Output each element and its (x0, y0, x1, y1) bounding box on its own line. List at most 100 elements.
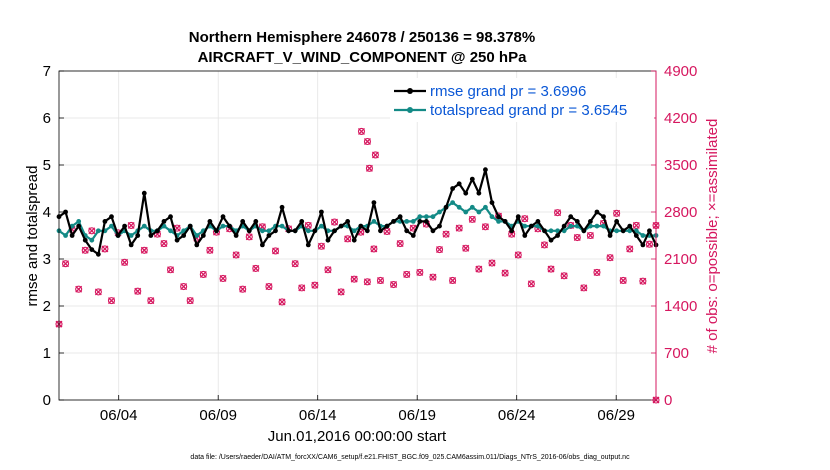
obs-possible-point (94, 288, 102, 296)
rmse-point (574, 219, 580, 224)
rmse-point (246, 228, 252, 234)
y-right-tick-label: 4200 (664, 110, 697, 127)
legend-box (390, 78, 654, 122)
obs-assimilated-point (429, 273, 437, 281)
chart-title: Northern Hemisphere 246078 / 250136 = 98… (189, 29, 535, 46)
rmse-point (364, 228, 370, 234)
y-left-tick-label: 4 (43, 204, 51, 221)
obs-possible-point (219, 274, 227, 283)
obs-possible-point (121, 258, 129, 266)
obs-assimilated-stroke (108, 297, 115, 305)
totalspread-point (128, 233, 134, 238)
obs-possible-point (468, 215, 476, 223)
y-left-axis-ticks: 0 1 2 3 4 5 6 7 (43, 63, 64, 409)
obs-assimilated-point (560, 272, 568, 280)
obs-possible-point (376, 276, 385, 285)
obs-assimilated-point (186, 297, 194, 305)
y-left-tick-label: 2 (43, 298, 51, 315)
obs-assimilated-stroke (377, 277, 384, 284)
obs-assimilated-point (606, 254, 614, 262)
obs-assimilated-stroke (527, 280, 535, 288)
rmse-point (338, 223, 344, 229)
rmse-point (286, 228, 292, 234)
obs-assimilated-point (580, 284, 588, 292)
obs-assimilated-point (278, 298, 286, 306)
rmse-point (214, 228, 219, 234)
totalspread-point (450, 200, 456, 206)
obs-assimilated-point (554, 209, 562, 217)
obs-possible-point (363, 137, 372, 146)
obs-assimilated-stroke (140, 246, 148, 254)
rmse-point (95, 251, 101, 257)
rmse-point (528, 223, 534, 229)
obs-assimilated-point (436, 246, 443, 254)
obs-assimilated-point (363, 138, 371, 145)
rmse-point (423, 219, 429, 224)
obs-assimilated-point (468, 215, 476, 223)
obs-possible-point (540, 241, 549, 249)
rmse-point (312, 228, 318, 234)
totalspread-point (437, 209, 442, 215)
obs-assimilated-point (632, 221, 640, 229)
x-axis-ticks: 06/04 06/09 06/14 06/19 06/24 06/29 (100, 395, 635, 424)
totalspread-point (594, 223, 600, 229)
totalspread-point (469, 204, 475, 210)
rmse-point (391, 219, 396, 224)
obs-assimilated-stroke (396, 240, 404, 248)
obs-assimilated-stroke (94, 288, 102, 296)
obs-possible-point (239, 285, 247, 293)
obs-possible-point (344, 235, 352, 243)
obs-possible-point (127, 221, 135, 229)
y-left-tick-label: 6 (43, 110, 51, 127)
obs-assimilated-stroke (442, 230, 450, 238)
rmse-point (404, 228, 410, 234)
obs-possible-point (475, 265, 483, 273)
x-tick-label: 06/24 (498, 407, 536, 424)
obs-possible-point (416, 268, 424, 276)
obs-assimilated-stroke (298, 284, 306, 292)
rmse-point (594, 209, 600, 215)
rmse-point (469, 176, 475, 182)
obs-assimilated-stroke (436, 246, 443, 254)
obs-assimilated-point (449, 277, 457, 284)
obs-possible-point (619, 276, 627, 285)
obs-possible-point (370, 245, 378, 253)
obs-assimilated-stroke (81, 246, 89, 254)
obs-assimilated-point (626, 245, 634, 253)
obs-assimilated-point (317, 242, 325, 250)
obs-assimilated-point (134, 287, 142, 295)
rmse-point (89, 247, 95, 253)
obs-assimilated-point (245, 233, 253, 241)
obs-possible-point (613, 209, 621, 217)
totalspread-point (640, 233, 646, 238)
obs-possible-point (265, 282, 273, 291)
rmse-point (430, 228, 436, 234)
obs-assimilated-point (127, 221, 135, 229)
totalspread-point (417, 214, 423, 220)
obs-assimilated-point (265, 283, 273, 290)
obs-assimilated-stroke (586, 232, 594, 239)
totalspread-point (601, 223, 606, 229)
rmse-point (450, 186, 456, 191)
obs-assimilated-stroke (626, 245, 634, 253)
obs-assimilated-point (462, 244, 470, 252)
obs-possible-point (350, 275, 358, 283)
obs-assimilated-stroke (311, 281, 319, 289)
y-right-axis-label: # of obs: o=possible; ×=assimilated (704, 119, 721, 354)
obs-assimilated-stroke (560, 272, 568, 280)
legend-rmse-marker (407, 88, 413, 94)
obs-possible-point (455, 224, 463, 232)
totalspread-point (548, 228, 554, 234)
totalspread-point (371, 219, 377, 224)
obs-assimilated-stroke (403, 270, 411, 278)
obs-possible-point (481, 223, 489, 231)
totalspread-point (423, 214, 429, 220)
obs-assimilated-stroke (606, 254, 614, 262)
obs-assimilated-point (81, 246, 89, 254)
obs-assimilated-stroke (291, 260, 299, 268)
obs-assimilated-point (619, 277, 627, 284)
rmse-point (410, 233, 416, 238)
obs-assimilated-point (639, 277, 647, 285)
totalspread-point (568, 223, 574, 229)
obs-possible-point (134, 287, 142, 295)
